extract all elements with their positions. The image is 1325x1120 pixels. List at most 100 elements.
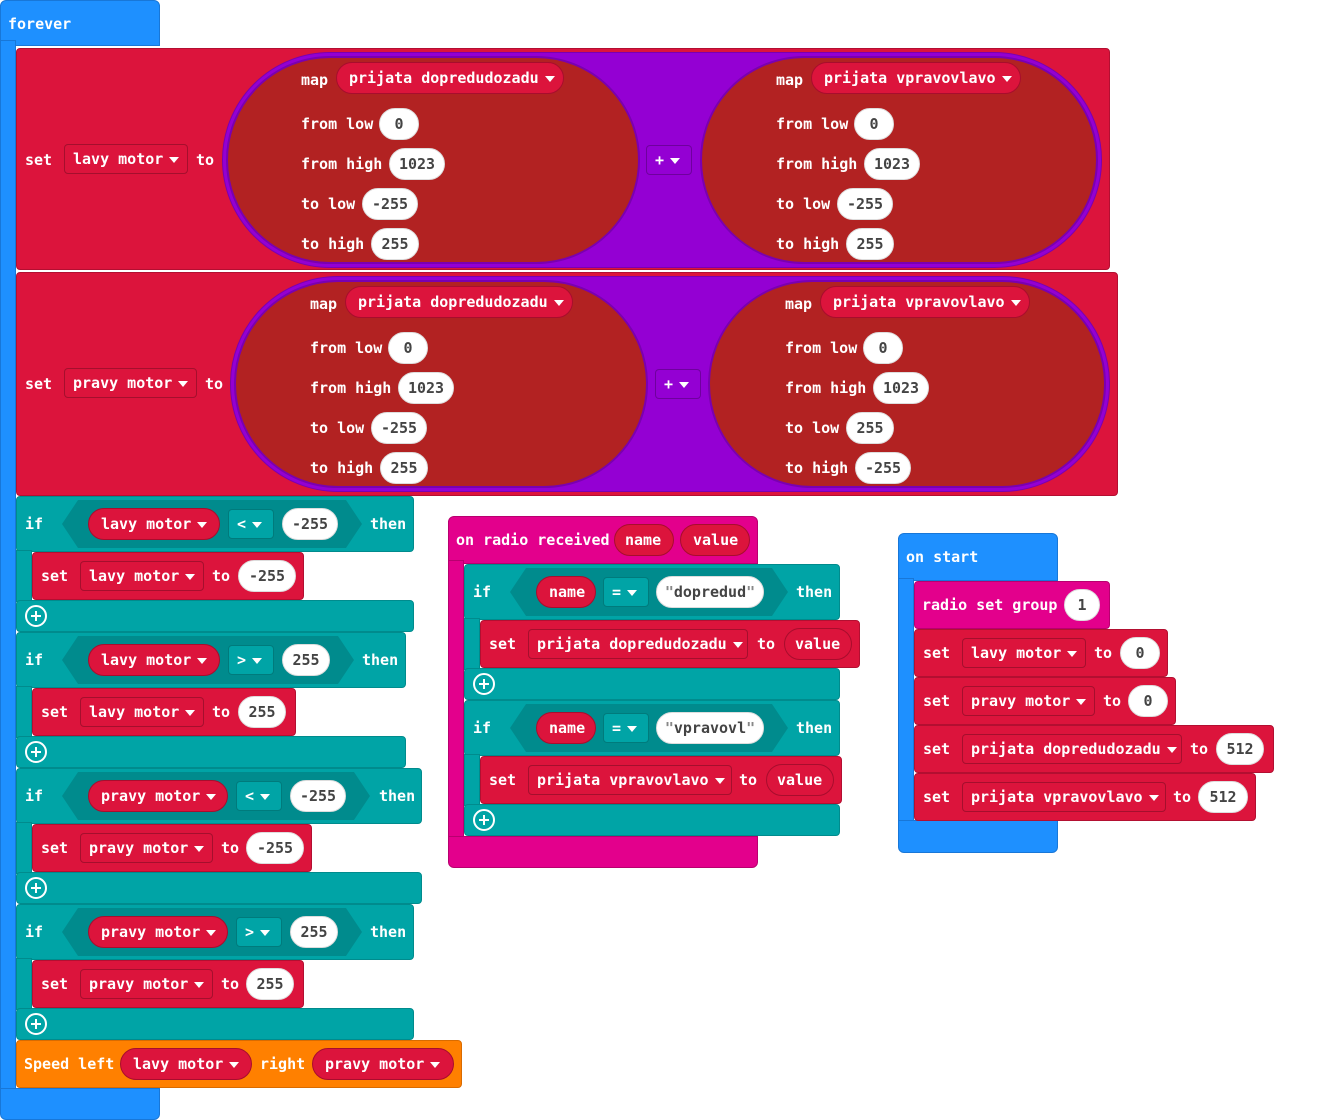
number-input[interactable]: 0 (863, 332, 903, 364)
variable-dropdown[interactable]: prijata vpravovlavo (528, 765, 732, 795)
variable-dropdown[interactable]: pravy motor (80, 833, 213, 863)
number-input[interactable]: -255 (371, 412, 427, 444)
radio-spine (448, 560, 464, 840)
group-number-input[interactable]: 1 (1064, 589, 1100, 621)
operator-dropdown[interactable]: > (236, 917, 282, 947)
variable-dropdown[interactable]: lavy motor (80, 561, 204, 591)
number-input[interactable]: 512 (1198, 781, 1248, 813)
number-input[interactable]: 255 (846, 412, 894, 444)
number-input[interactable]: -255 (290, 780, 346, 812)
number-input[interactable]: 255 (846, 228, 894, 260)
forever-block[interactable] (0, 0, 160, 46)
variable-dropdown[interactable]: pravy motor (962, 686, 1095, 716)
number-input[interactable]: -255 (362, 188, 418, 220)
chevron-down-icon (627, 589, 638, 596)
from-low-label: from low (776, 115, 849, 133)
number-input[interactable]: -255 (837, 188, 893, 220)
number-input[interactable]: 0 (388, 332, 428, 364)
if-keyword: if (25, 515, 44, 533)
number-input[interactable]: 0 (1120, 637, 1160, 669)
variable-prijata-dopredudozadu[interactable]: prijata dopredudozadu (345, 286, 573, 318)
number-input[interactable]: 1023 (398, 372, 454, 404)
variable-name[interactable]: name (536, 712, 596, 744)
number-input[interactable]: 255 (282, 644, 330, 676)
from-low-label: from low (785, 339, 858, 357)
variable-lavy-motor[interactable]: lavy motor (120, 1048, 252, 1080)
to-keyword: to (1173, 788, 1192, 806)
to-high-label: to high (301, 235, 365, 253)
variable-prijata-vpravovlavo[interactable]: prijata vpravovlavo (820, 286, 1030, 318)
number-input[interactable]: 1023 (864, 148, 920, 180)
variable-dropdown-lavy-motor[interactable]: lavy motor (64, 144, 188, 174)
string-input[interactable]: "vpravovl" (656, 712, 764, 744)
number-input[interactable]: -255 (246, 832, 304, 864)
variable-dropdown-pravy-motor[interactable]: pravy motor (64, 368, 197, 398)
from-high-label: from high (776, 155, 858, 173)
variable-dropdown[interactable]: prijata vpravovlavo (962, 782, 1166, 812)
operator-dropdown[interactable]: > (228, 645, 274, 675)
number-input[interactable]: 0 (1128, 685, 1168, 717)
variable-lavy-motor[interactable]: lavy motor (88, 644, 220, 676)
variable-dropdown[interactable]: prijata dopredudozadu (528, 629, 748, 659)
to-keyword: to (212, 703, 231, 721)
number-input[interactable]: 1023 (389, 148, 445, 180)
number-input[interactable]: -255 (855, 452, 911, 484)
if-block-2-foot (16, 736, 406, 768)
variable-dropdown[interactable]: lavy motor (962, 638, 1086, 668)
variable-value[interactable]: value (784, 628, 852, 660)
variable-pravy-motor[interactable]: pravy motor (88, 916, 228, 948)
variable-dropdown[interactable]: prijata dopredudozadu (962, 734, 1182, 764)
map-keyword: map (301, 71, 329, 89)
if-keyword: if (473, 719, 492, 737)
set-keyword: set (25, 375, 53, 393)
number-input[interactable]: -255 (238, 560, 296, 592)
variable-value[interactable]: value (766, 764, 834, 796)
add-else-icon[interactable] (25, 605, 47, 627)
variable-name[interactable]: name (536, 576, 596, 608)
number-input[interactable]: 255 (246, 968, 294, 1000)
number-input[interactable]: 255 (371, 228, 419, 260)
set-keyword: set (923, 644, 951, 662)
number-input[interactable]: 1023 (873, 372, 929, 404)
number-input[interactable]: 0 (379, 108, 419, 140)
param-name[interactable]: name (614, 524, 674, 556)
forever-spine (0, 40, 16, 1100)
variable-prijata-dopredudozadu[interactable]: prijata dopredudozadu (336, 62, 564, 94)
chevron-down-icon (252, 521, 263, 528)
to-high-label: to high (785, 459, 849, 477)
to-keyword: to (1103, 692, 1122, 710)
variable-dropdown[interactable]: pravy motor (80, 969, 213, 999)
on-start-block[interactable] (898, 533, 1058, 581)
string-input[interactable]: "dopredud" (656, 576, 764, 608)
chevron-down-icon (670, 157, 681, 164)
if-block-2-spine (16, 686, 32, 738)
add-else-icon[interactable] (473, 673, 495, 695)
set-keyword: set (25, 151, 53, 169)
number-input[interactable]: 255 (238, 696, 286, 728)
chevron-down-icon (206, 793, 217, 800)
number-input[interactable]: -255 (282, 508, 338, 540)
variable-prijata-vpravovlavo[interactable]: prijata vpravovlavo (811, 62, 1021, 94)
add-else-icon[interactable] (473, 809, 495, 831)
add-else-icon[interactable] (25, 1013, 47, 1035)
number-input[interactable]: 512 (1216, 733, 1264, 765)
operator-dropdown[interactable]: = (603, 577, 649, 607)
operator-dropdown-plus[interactable]: + (655, 369, 701, 399)
chevron-down-icon (627, 725, 638, 732)
operator-dropdown[interactable]: = (603, 713, 649, 743)
operator-dropdown-plus[interactable]: + (646, 145, 692, 175)
set-keyword: set (923, 740, 951, 758)
number-input[interactable]: 255 (380, 452, 428, 484)
variable-dropdown[interactable]: lavy motor (80, 697, 204, 727)
number-input[interactable]: 0 (854, 108, 894, 140)
variable-lavy-motor[interactable]: lavy motor (88, 508, 220, 540)
add-else-icon[interactable] (25, 877, 47, 899)
from-high-label: from high (785, 379, 867, 397)
number-input[interactable]: 255 (290, 916, 338, 948)
variable-pravy-motor[interactable]: pravy motor (88, 780, 228, 812)
add-else-icon[interactable] (25, 741, 47, 763)
param-value[interactable]: value (680, 524, 750, 556)
operator-dropdown[interactable]: < (228, 509, 274, 539)
operator-dropdown[interactable]: < (236, 781, 282, 811)
variable-pravy-motor[interactable]: pravy motor (312, 1048, 454, 1080)
